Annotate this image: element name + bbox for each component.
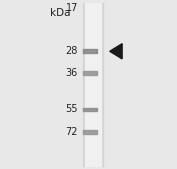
Bar (83, 107, 97, 111)
Text: kDa: kDa (50, 8, 71, 18)
Text: 72: 72 (65, 127, 78, 137)
Bar (85, 3, 101, 166)
Polygon shape (110, 44, 122, 59)
Bar (83, 49, 97, 53)
Bar (83, 3, 103, 166)
Text: 17: 17 (65, 3, 78, 14)
Text: 28: 28 (65, 46, 78, 56)
Text: 55: 55 (65, 104, 78, 114)
Text: 36: 36 (66, 68, 78, 78)
Bar (83, 71, 97, 75)
Bar (83, 130, 97, 134)
